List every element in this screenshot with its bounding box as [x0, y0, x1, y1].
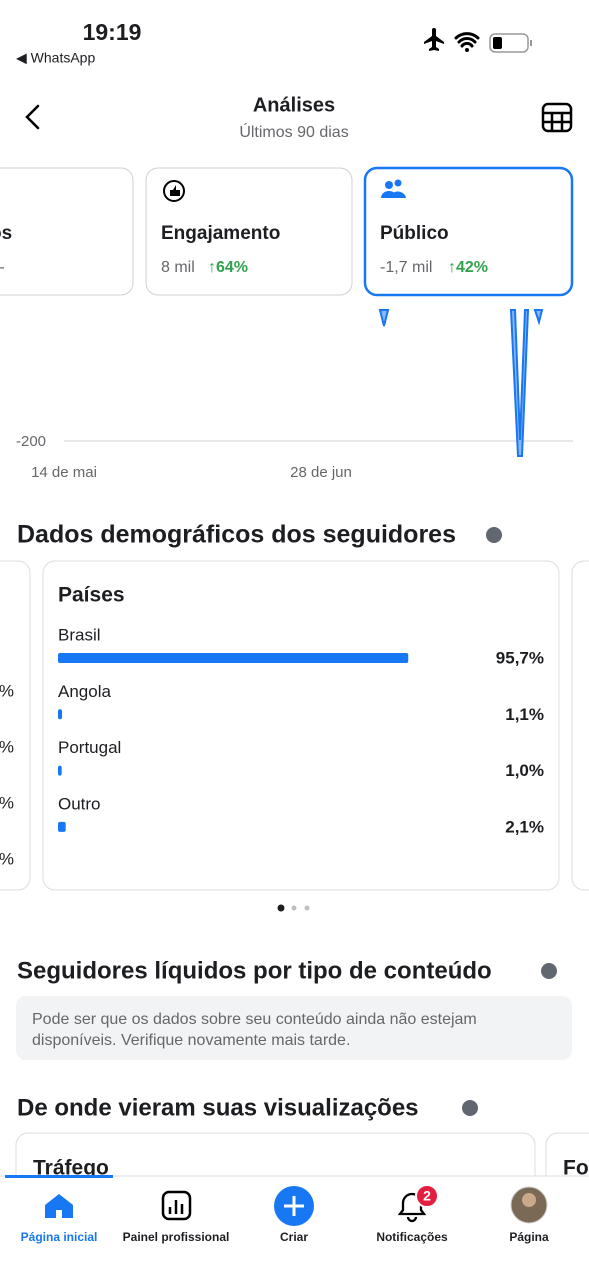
- back-button[interactable]: [25, 104, 40, 130]
- info-icon[interactable]: [462, 1100, 478, 1116]
- prev-card-fragment: %: [0, 793, 14, 812]
- card-title-fragment: Fo: [563, 1157, 589, 1180]
- back-app[interactable]: ◀ WhatsApp: [16, 50, 95, 66]
- nav-label[interactable]: Notificações: [376, 1230, 448, 1244]
- dashboard-icon: [161, 1190, 192, 1221]
- create-plus: [284, 1196, 304, 1216]
- x-tick-label: 14 de mai: [31, 464, 97, 481]
- badge: [415, 1184, 439, 1208]
- page-dot: [277, 904, 285, 912]
- metric-card[interactable]: [145, 167, 353, 296]
- y-tick-label: -200: [16, 433, 46, 450]
- demographics-card-next: [571, 560, 589, 891]
- metric-change: ↑42%: [448, 259, 488, 276]
- section-title: De onde vieram suas visualizações: [17, 1094, 419, 1121]
- title: Análises: [253, 94, 335, 116]
- country-rows: Brasil 95,7% Angola 1,1% Portugal 1,0% Outro 2,…: [0, 625, 544, 868]
- section-title: Dados demográficos dos seguidores: [17, 521, 456, 549]
- badge-count: 2: [423, 1188, 431, 1204]
- engagement-icon: [163, 180, 185, 202]
- table-button[interactable]: [541, 102, 573, 133]
- demographics-card: [42, 560, 560, 891]
- country-percent: 2,1%: [505, 817, 544, 836]
- card-title: Países: [58, 584, 125, 607]
- battery-tip: [530, 40, 532, 46]
- nav-labels: Página inicial Painel profissional Criar No…: [21, 1230, 549, 1244]
- demographics-card-prev: [0, 560, 31, 891]
- country-percent: 95,7%: [496, 648, 544, 667]
- home-door: [56, 1210, 62, 1218]
- metric-value: -1,7 mil: [380, 259, 432, 276]
- airplane-icon: [424, 28, 444, 51]
- wifi-dot: [465, 48, 469, 52]
- country-name: Brasil: [58, 625, 101, 644]
- metric-change: ↑64%: [208, 259, 248, 276]
- battery-level: [493, 37, 502, 49]
- page-dot: [304, 905, 310, 911]
- country-percent: 1,0%: [505, 761, 544, 780]
- nav-label[interactable]: Página: [509, 1230, 549, 1244]
- country-name: Outro: [58, 794, 101, 813]
- prev-card-fragment: %: [0, 737, 14, 756]
- nav-label[interactable]: Painel profissional: [123, 1230, 230, 1244]
- metric-title: Público: [380, 223, 449, 244]
- battery: [489, 33, 529, 53]
- prev-card-fragment: %: [0, 849, 14, 868]
- country-bar: [58, 709, 63, 720]
- chart-line: [378, 309, 544, 457]
- subtitle: Últimos 90 dias: [239, 122, 348, 141]
- x-tick-label: 28 de jun: [290, 464, 352, 481]
- metric-card-selected[interactable]: [363, 166, 574, 297]
- country-name: Angola: [58, 682, 111, 701]
- info-icon[interactable]: [541, 963, 557, 979]
- section-title: Seguidores líquidos por tipo de conteúdo: [17, 957, 492, 984]
- home-icon: [45, 1194, 73, 1218]
- country-name: Portugal: [58, 738, 121, 757]
- metric-value: --: [0, 259, 5, 276]
- notice-line: Pode ser que os dados sobre seu conteúdo…: [32, 1011, 477, 1028]
- engagement-icon-thumb: [170, 185, 180, 196]
- time: 19:19: [83, 19, 142, 45]
- metric-value: 8 mil: [161, 259, 195, 276]
- audience-icon: [381, 179, 406, 198]
- page-dot: [291, 905, 297, 911]
- metric-card[interactable]: [0, 167, 134, 296]
- avatar-face: [522, 1193, 536, 1207]
- nav-indicator: [5, 1175, 113, 1178]
- prev-card-fragment: %: [0, 681, 14, 700]
- dashboard-bars: [168, 1200, 184, 1214]
- country-bar: [58, 821, 66, 832]
- card-title: Tráfego: [33, 1157, 109, 1180]
- nav-label[interactable]: Criar: [280, 1230, 308, 1244]
- metric-title: Engajamento: [161, 223, 280, 244]
- info-icon[interactable]: [486, 527, 502, 543]
- nav-label[interactable]: Página inicial: [21, 1230, 98, 1244]
- notice-box: [16, 996, 572, 1060]
- country-bar: [58, 653, 409, 663]
- chart: -200 14 de mai 28 de jun: [16, 433, 573, 481]
- country-percent: 1,1%: [505, 705, 544, 724]
- wifi-icon: [454, 32, 480, 48]
- country-bar: [58, 765, 62, 776]
- metric-title: os: [0, 223, 12, 244]
- notice-line: disponíveis. Verifique novamente mais ta…: [32, 1032, 350, 1049]
